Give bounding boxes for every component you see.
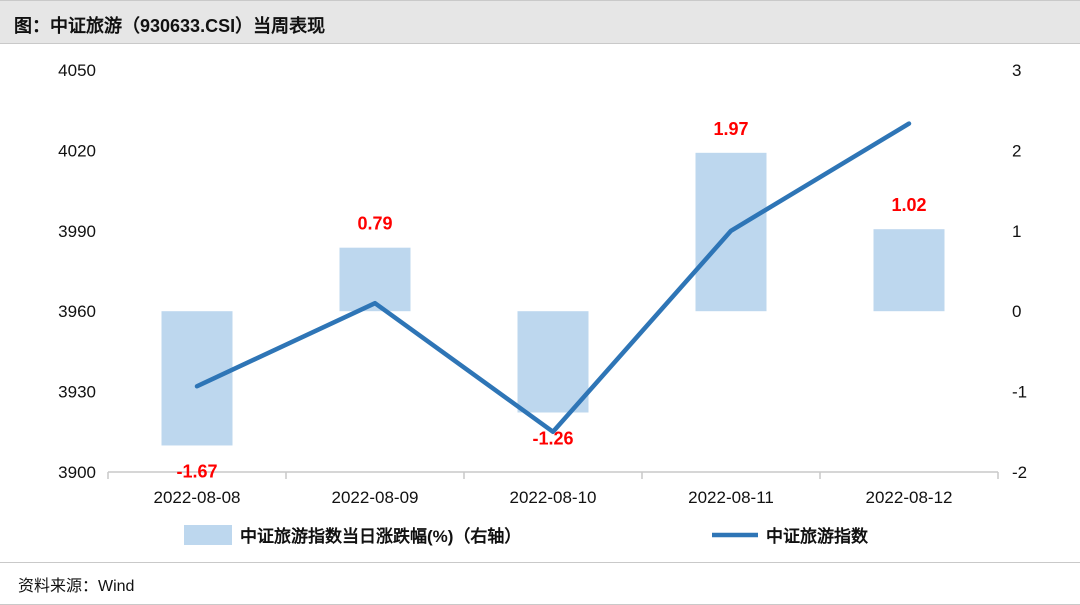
x-axis-tick-label: 2022-08-12 xyxy=(866,488,953,507)
x-axis-tick-label: 2022-08-09 xyxy=(332,488,419,507)
right-axis-tick-label: -2 xyxy=(1012,463,1027,482)
data-label: 1.97 xyxy=(713,119,748,139)
chart-title-bar: 图：中证旅游（930633.CSI）当周表现 xyxy=(0,0,1080,44)
index-line xyxy=(194,121,912,435)
bar xyxy=(339,247,411,312)
source-bar: 资料来源：Wind xyxy=(0,562,1080,605)
left-axis-tick-label: 3990 xyxy=(58,222,96,241)
right-axis-tick-label: -1 xyxy=(1012,383,1027,402)
chart: -1.67 0.79 -1.26 1.97 1.02 3900 3930 3960 3990 40… xyxy=(58,61,1027,546)
left-axis-tick-label: 3900 xyxy=(58,463,96,482)
x-axis-tick-label: 2022-08-08 xyxy=(154,488,241,507)
right-axis-tick-label: 1 xyxy=(1012,222,1021,241)
right-axis-tick-label: 2 xyxy=(1012,141,1021,160)
legend-line-label: 中证旅游指数 xyxy=(766,526,869,546)
data-label: -1.67 xyxy=(176,461,217,481)
right-axis-tick-label: 0 xyxy=(1012,302,1021,321)
source-note: 资料来源：Wind xyxy=(18,578,135,595)
left-axis-tick-label: 4020 xyxy=(58,141,96,160)
data-label: -1.26 xyxy=(532,429,573,449)
right-axis-tick-label: 3 xyxy=(1012,61,1021,80)
data-label: 1.02 xyxy=(891,195,926,215)
bar xyxy=(873,229,945,312)
bar xyxy=(517,311,589,413)
legend-bar-swatch xyxy=(184,525,232,545)
chart-title: 图：中证旅游（930633.CSI）当周表现 xyxy=(14,16,326,36)
legend-bar-label: 中证旅游指数当日涨跌幅(%)（右轴） xyxy=(240,526,521,546)
left-axis-tick-label: 4050 xyxy=(58,61,96,80)
x-axis-tick-label: 2022-08-10 xyxy=(510,488,597,507)
bar xyxy=(161,311,233,446)
left-axis-tick-label: 3930 xyxy=(58,383,96,402)
x-axis-tick-label: 2022-08-11 xyxy=(688,488,774,507)
data-label: 0.79 xyxy=(357,214,392,234)
left-axis-tick-label: 3960 xyxy=(58,302,96,321)
